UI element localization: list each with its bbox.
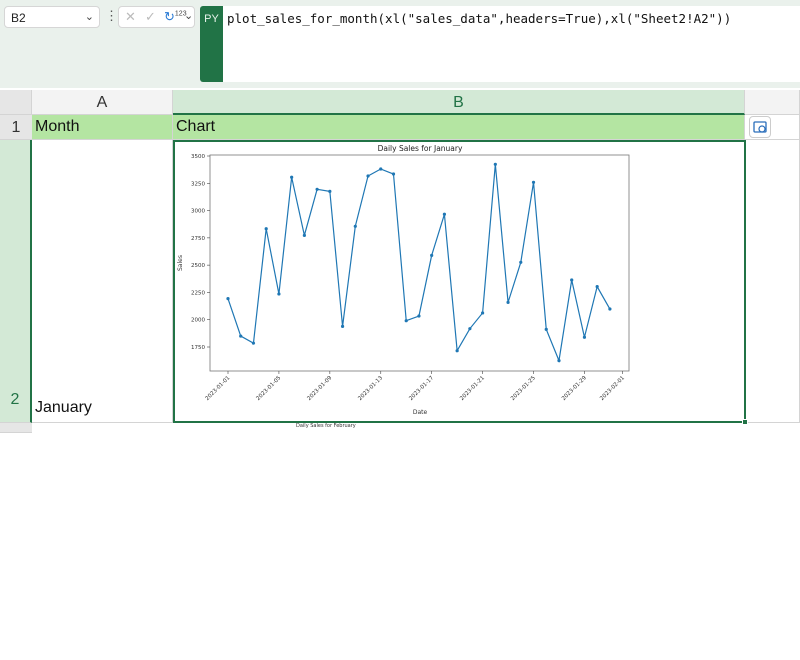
chevron-down-icon[interactable]: ⌄ xyxy=(184,10,194,22)
column-header-c[interactable] xyxy=(745,90,800,115)
y-tick-label: 2750 xyxy=(191,236,205,242)
data-point xyxy=(290,175,294,179)
y-tick-label: 3000 xyxy=(191,209,205,215)
cell-a2[interactable]: January xyxy=(32,140,173,423)
data-point xyxy=(404,319,408,323)
python-mode-badge[interactable]: PY xyxy=(200,6,223,82)
data-point xyxy=(531,180,536,184)
chevron-down-icon[interactable]: ⌄ xyxy=(84,11,94,23)
row-header-2[interactable]: 2 xyxy=(0,140,32,423)
cancel-icon[interactable]: ✕ xyxy=(125,9,136,24)
data-point xyxy=(340,324,345,328)
y-tick-label: 2250 xyxy=(191,290,205,296)
name-box-value: B2 xyxy=(11,11,26,25)
select-all-corner[interactable] xyxy=(0,90,32,115)
data-point xyxy=(264,227,268,231)
more-options-icon[interactable]: ⋮ xyxy=(105,8,118,23)
y-tick-label: 2500 xyxy=(191,263,205,269)
y-tick-label: 3500 xyxy=(191,154,205,160)
cell-a1[interactable]: Month xyxy=(32,115,173,140)
data-point xyxy=(277,292,281,296)
next-chart-title: Daily Sales for February xyxy=(296,423,356,429)
data-point xyxy=(379,167,383,171)
data-point xyxy=(302,233,306,237)
y-tick-label: 1750 xyxy=(191,345,205,351)
data-point xyxy=(506,300,510,304)
data-point xyxy=(430,253,434,257)
data-point xyxy=(353,224,357,228)
data-point xyxy=(239,334,243,338)
y-tick-label: 2000 xyxy=(191,318,205,324)
image-icon xyxy=(753,121,767,133)
plot-frame xyxy=(209,154,630,372)
data-point xyxy=(417,314,421,318)
data-point xyxy=(391,172,396,176)
data-point xyxy=(328,189,332,193)
data-point xyxy=(226,297,230,301)
formula-input[interactable]: plot_sales_for_month(xl("sales_data",hea… xyxy=(223,6,800,82)
selected-cell-b2[interactable] xyxy=(173,140,746,423)
data-point xyxy=(608,307,612,311)
data-point xyxy=(595,285,599,289)
formula-buttons: ✕ ✓ ↻123 ⌄ xyxy=(118,6,195,28)
y-axis-label: Sales xyxy=(177,255,184,271)
enter-icon[interactable]: ✓ xyxy=(145,9,156,24)
cell-b1[interactable]: Chart xyxy=(173,115,745,140)
output-type-label: 123 xyxy=(174,10,187,18)
data-point xyxy=(481,311,485,315)
data-point xyxy=(442,212,447,216)
cell-c2[interactable] xyxy=(745,140,800,423)
column-header-b[interactable]: B xyxy=(173,90,745,115)
data-point xyxy=(544,327,548,331)
x-axis-label: Date xyxy=(413,409,428,416)
data-point xyxy=(455,349,459,353)
data-point xyxy=(570,278,574,282)
data-point xyxy=(557,359,561,363)
y-tick-label: 3250 xyxy=(191,181,205,187)
row-header-1[interactable]: 1 xyxy=(0,115,32,140)
chart-title: Daily Sales for January xyxy=(378,144,463,153)
data-point xyxy=(366,174,370,178)
data-point xyxy=(582,335,587,339)
data-point xyxy=(251,341,256,345)
image-card-button[interactable] xyxy=(749,116,771,138)
data-point xyxy=(493,162,497,166)
sales-chart: Daily Sales for January 1750 2000 2250 2500 2… xyxy=(176,142,638,420)
column-header-a[interactable]: A xyxy=(32,90,173,115)
data-point xyxy=(519,260,523,264)
fill-handle[interactable] xyxy=(742,419,748,425)
data-point xyxy=(315,187,319,191)
chart-background xyxy=(176,142,638,420)
name-box[interactable]: B2 ⌄ xyxy=(4,6,100,28)
data-point xyxy=(468,327,472,331)
row-header-3[interactable] xyxy=(0,423,32,433)
python-output-icon[interactable]: ↻123 xyxy=(164,9,187,24)
